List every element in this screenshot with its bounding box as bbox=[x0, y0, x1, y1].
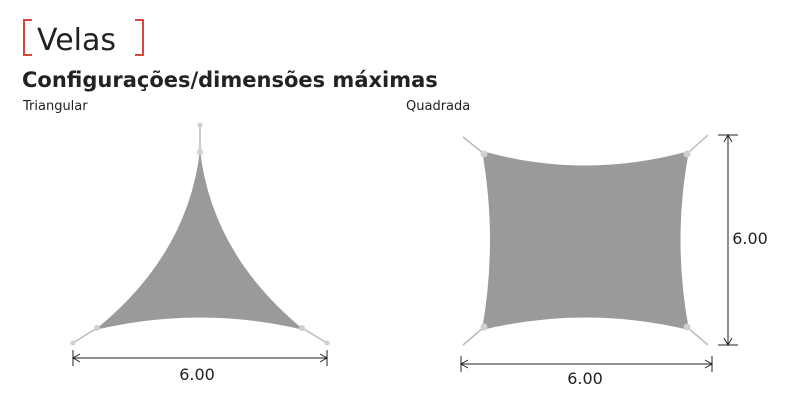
dimension-label: 6.00 bbox=[179, 365, 215, 384]
shape-label: Quadrada bbox=[406, 99, 470, 114]
title-bracket bbox=[23, 19, 144, 56]
title: Velas bbox=[37, 23, 116, 58]
dimension-line bbox=[459, 133, 738, 372]
dimension-label: 6.00 bbox=[732, 229, 768, 248]
triangle-sail bbox=[70, 122, 330, 346]
dimension-label: 6.00 bbox=[567, 369, 603, 388]
dimension-line bbox=[71, 350, 329, 366]
shape-label: Triangular bbox=[22, 99, 88, 114]
square-sail bbox=[462, 134, 709, 346]
subtitle: Configurações/dimensões máximas bbox=[22, 68, 438, 92]
